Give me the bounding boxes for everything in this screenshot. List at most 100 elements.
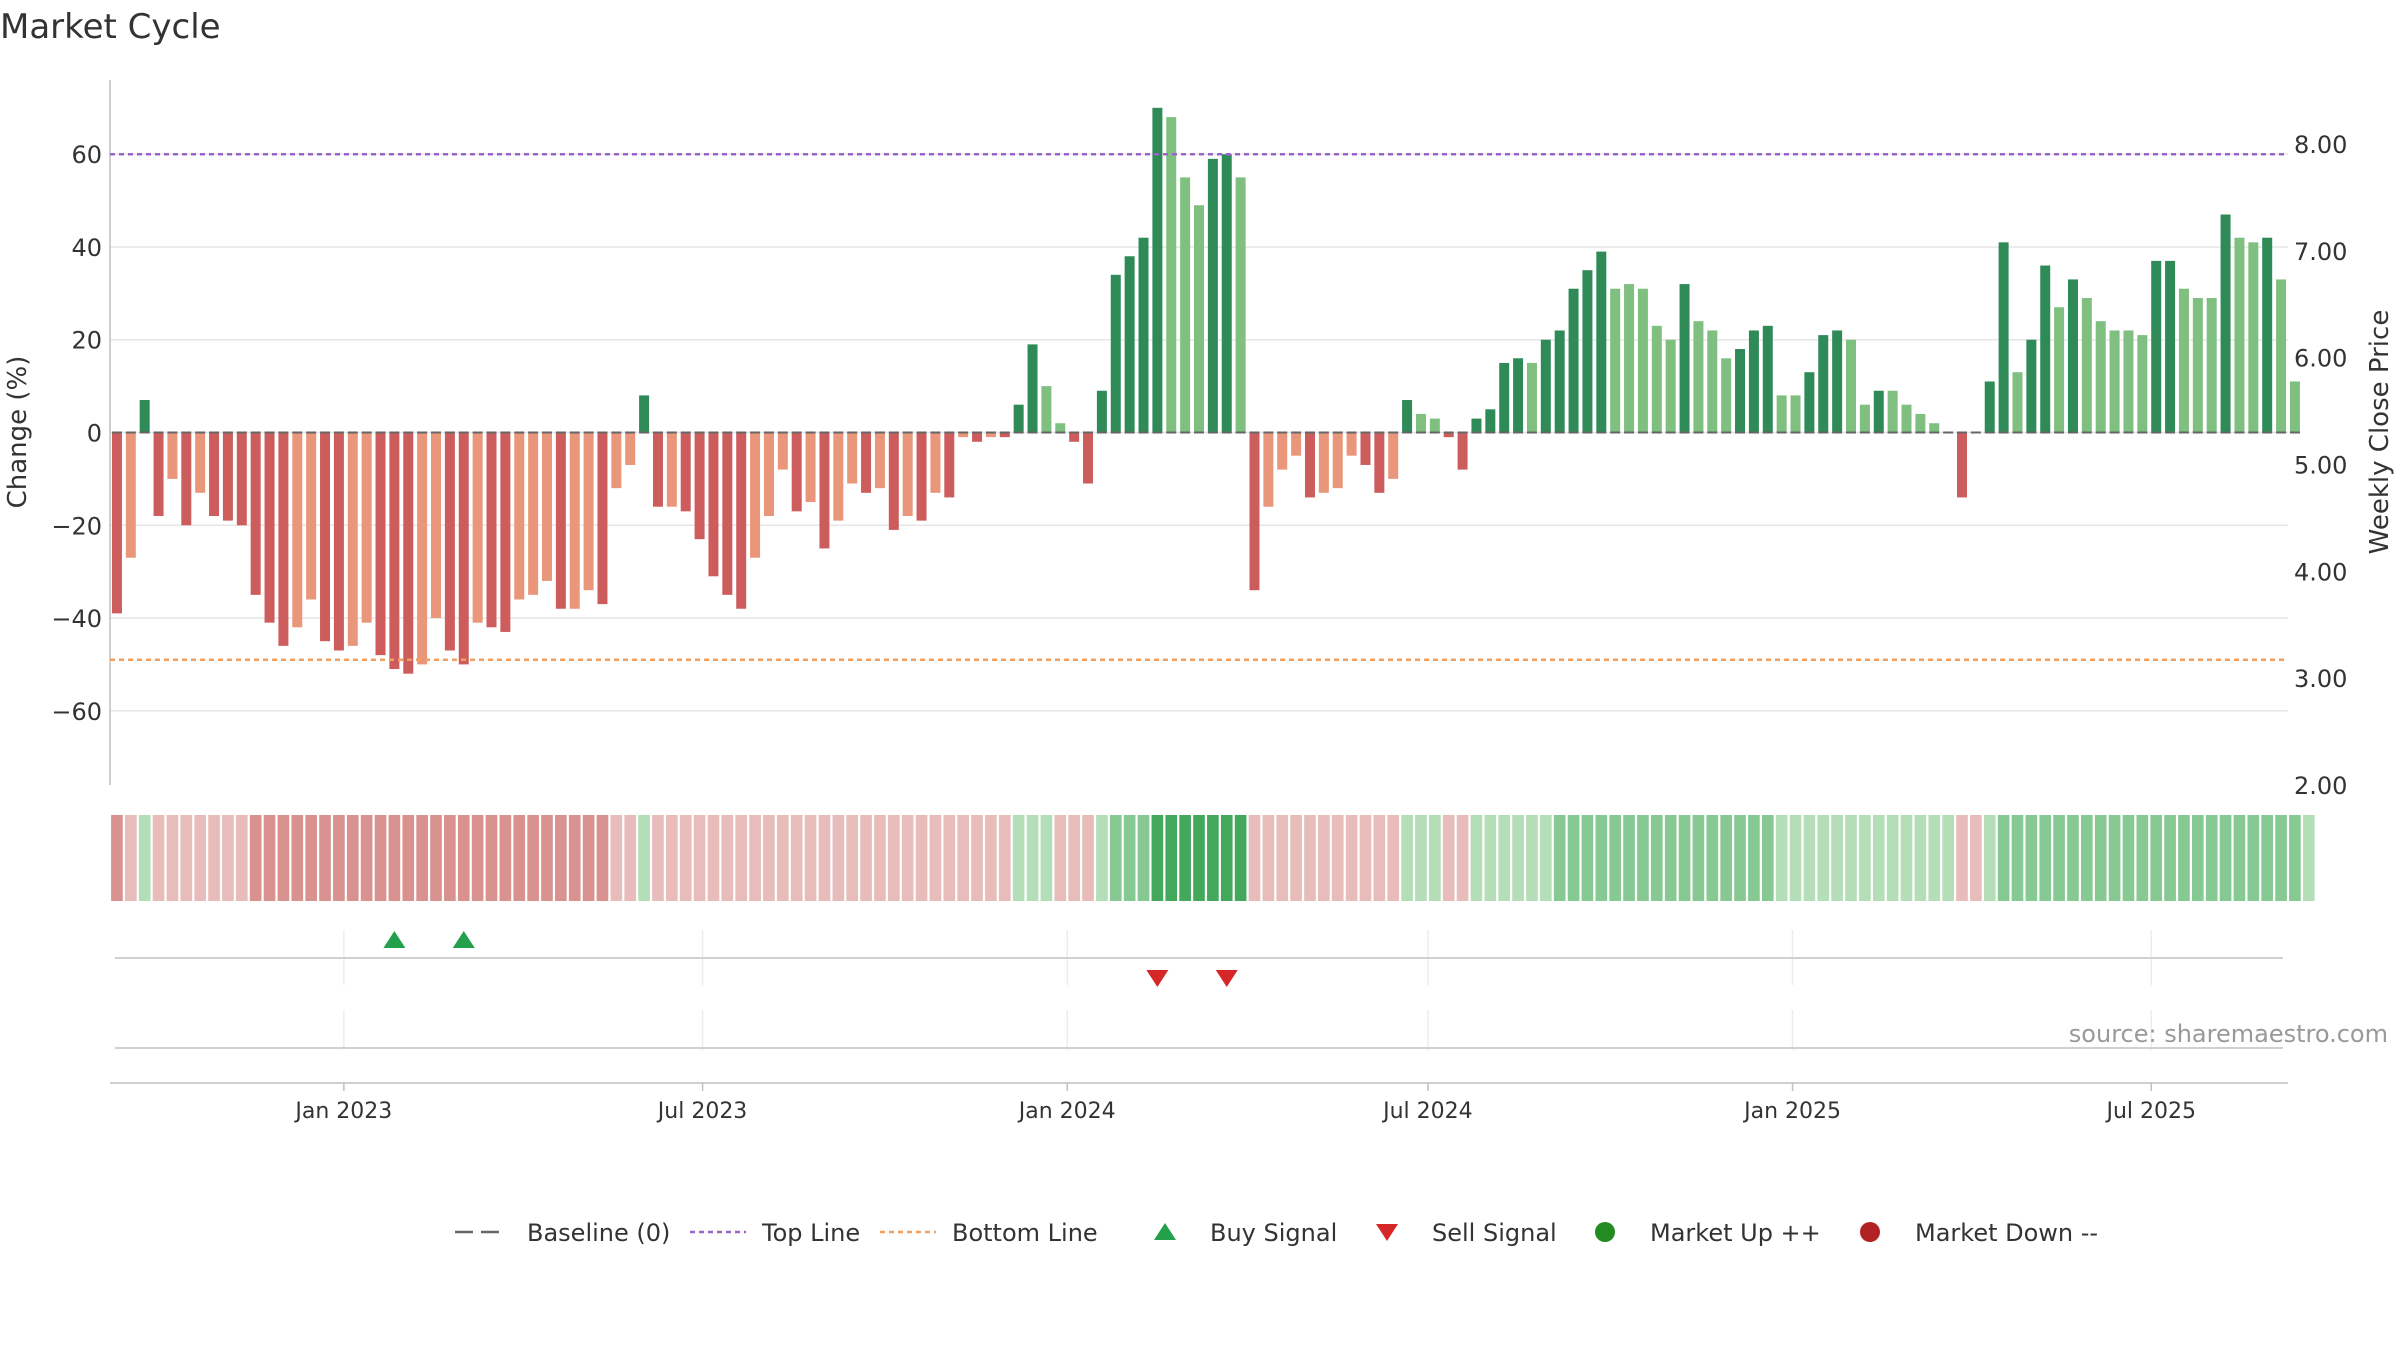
strip-cell [1664, 815, 1677, 901]
bar [1790, 395, 1801, 433]
bar [1180, 177, 1191, 433]
bar [1277, 432, 1288, 470]
strip-cell [277, 815, 290, 901]
sell-signal-icon [1376, 1224, 1398, 1241]
x-tick-label: Jul 2023 [656, 1099, 748, 1124]
bar [2012, 372, 2023, 433]
bar [153, 432, 164, 516]
strip-cell [263, 815, 276, 901]
bar [2081, 297, 2092, 433]
chart-title: Market Cycle [0, 7, 221, 47]
bar [1679, 284, 1690, 433]
x-tick-label: Jul 2025 [2104, 1099, 2196, 1124]
strip-cell [124, 815, 137, 901]
strip-cell [374, 815, 387, 901]
strip-cell [1415, 815, 1427, 901]
strip-cell [194, 815, 206, 901]
strip-cell [1900, 815, 1913, 901]
legend-label: Buy Signal [1210, 1219, 1337, 1247]
strip-cell [1775, 815, 1788, 901]
strip-cell [2081, 815, 2093, 901]
strip-cell [305, 815, 317, 901]
bar [181, 432, 192, 526]
bar [1859, 404, 1870, 433]
strip-cell [568, 815, 581, 901]
strip-cell [1734, 815, 1746, 901]
strip-cell [2164, 815, 2176, 901]
bar [930, 432, 941, 493]
buy-signal-marker [383, 931, 406, 948]
strip-cell [208, 815, 220, 901]
bar [1568, 288, 1579, 433]
bar [639, 395, 650, 433]
strip-cell [541, 815, 553, 901]
bar [819, 432, 830, 549]
strip-cell [1318, 815, 1330, 901]
bar [1693, 321, 1704, 433]
strip-cell [596, 815, 609, 901]
legend-item-bottom: Bottom Line [880, 1219, 1098, 1247]
strip-cell [1789, 815, 1802, 901]
strip-cell [1345, 815, 1358, 901]
bar [1429, 418, 1440, 433]
bar [1707, 330, 1718, 433]
bar [2026, 339, 2037, 433]
strip-cell [749, 815, 761, 901]
strip-cell [1290, 815, 1302, 901]
bar [1457, 432, 1468, 470]
bar [1069, 432, 1080, 442]
strip-cell [1498, 815, 1511, 901]
bar [972, 432, 983, 442]
bar [2220, 214, 2231, 433]
y-tick-label: 40 [71, 234, 102, 262]
bar [666, 432, 677, 507]
strip-cell [1706, 815, 1719, 901]
bar [236, 432, 247, 526]
bar [431, 432, 442, 619]
bar [1513, 358, 1524, 433]
strip-cell [1054, 815, 1067, 901]
bar [1415, 413, 1426, 433]
strip-cell [2067, 815, 2079, 901]
bar [444, 432, 455, 651]
strip-cell [1720, 815, 1732, 901]
bar [805, 432, 816, 503]
legend-item-mdown: Market Down -- [1860, 1219, 2098, 1247]
bar [195, 432, 206, 493]
bar [1929, 423, 1940, 433]
bar [1735, 349, 1746, 433]
y-axis-title-right: Weekly Close Price [2365, 310, 2395, 555]
strip-cell [249, 815, 262, 901]
bar [1762, 325, 1773, 433]
strip-cell [1456, 815, 1469, 901]
bar [708, 432, 719, 577]
bar [375, 432, 386, 656]
legend-item-top: Top Line [690, 1219, 860, 1247]
strip-cell [555, 815, 567, 901]
bar [2109, 330, 2120, 433]
y-tick-label: −40 [51, 605, 102, 633]
bar [1554, 330, 1565, 433]
strip-cell [1567, 815, 1580, 901]
strip-cell [971, 815, 983, 901]
strip-cell [763, 815, 775, 901]
strip-cell [818, 815, 831, 901]
strip-cell [2219, 815, 2232, 901]
strip-cell [943, 815, 956, 901]
strip-cell [402, 815, 415, 901]
strip-cell [138, 815, 151, 901]
strip-cell [721, 815, 734, 901]
y-axis-title-left: Change (%) [3, 356, 33, 509]
strip-cell [1262, 815, 1275, 901]
strip-cell [2261, 815, 2274, 901]
strip-cell [1886, 815, 1899, 901]
strip-cell [1942, 815, 1954, 901]
legend-label: Sell Signal [1432, 1219, 1557, 1247]
strip-cell [887, 815, 900, 901]
strip-cell [457, 815, 470, 901]
bar [1374, 432, 1385, 493]
strip-cell [360, 815, 373, 901]
heat-strip [111, 815, 2315, 901]
strip-cell [1373, 815, 1386, 901]
strip-cell [1970, 815, 1982, 901]
